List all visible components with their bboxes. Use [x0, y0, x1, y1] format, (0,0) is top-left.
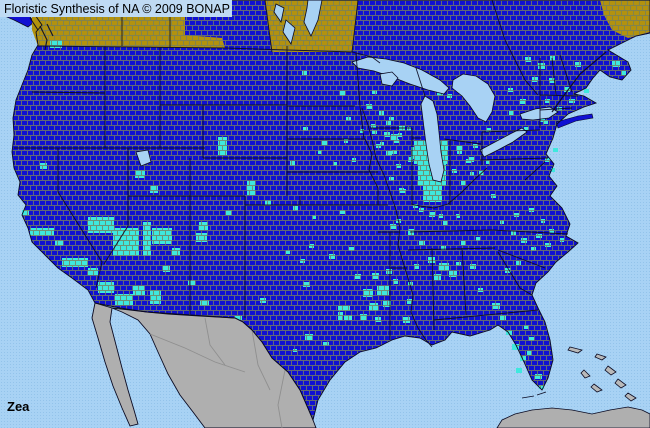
county-record — [584, 89, 589, 93]
lake-ontario — [519, 106, 559, 121]
map-title: Floristic Synthesis of NA © 2009 BONAP — [4, 2, 230, 16]
lake-winnipeg — [303, 0, 323, 37]
florida-keys — [521, 391, 547, 399]
lake-manitoba — [282, 19, 296, 45]
st-lawrence-river — [551, 51, 607, 113]
lake-of-the-woods — [379, 71, 399, 87]
puget-sound-inlets — [29, 17, 54, 51]
title-bar: Floristic Synthesis of NA © 2009 BONAP — [0, 0, 232, 17]
baja-california — [91, 302, 139, 427]
taxon-label: Zea — [7, 399, 30, 414]
cuba — [496, 406, 650, 428]
great-lakes — [135, 0, 559, 183]
mexico-state-lines — [149, 317, 286, 428]
lake-michigan — [420, 95, 445, 183]
cuba-bahamas — [496, 346, 650, 428]
county-record — [551, 168, 555, 172]
lake-superior — [351, 56, 450, 95]
county-record — [512, 344, 519, 350]
great-salt-lake — [135, 149, 152, 167]
state-borders — [14, 0, 607, 348]
long-island — [555, 113, 594, 129]
county-record — [516, 368, 522, 373]
lake-winnipegosis — [273, 3, 285, 23]
bahamas-islands — [567, 346, 637, 402]
lake-huron — [451, 73, 496, 123]
lake-erie — [479, 127, 528, 158]
county-record — [553, 148, 558, 152]
